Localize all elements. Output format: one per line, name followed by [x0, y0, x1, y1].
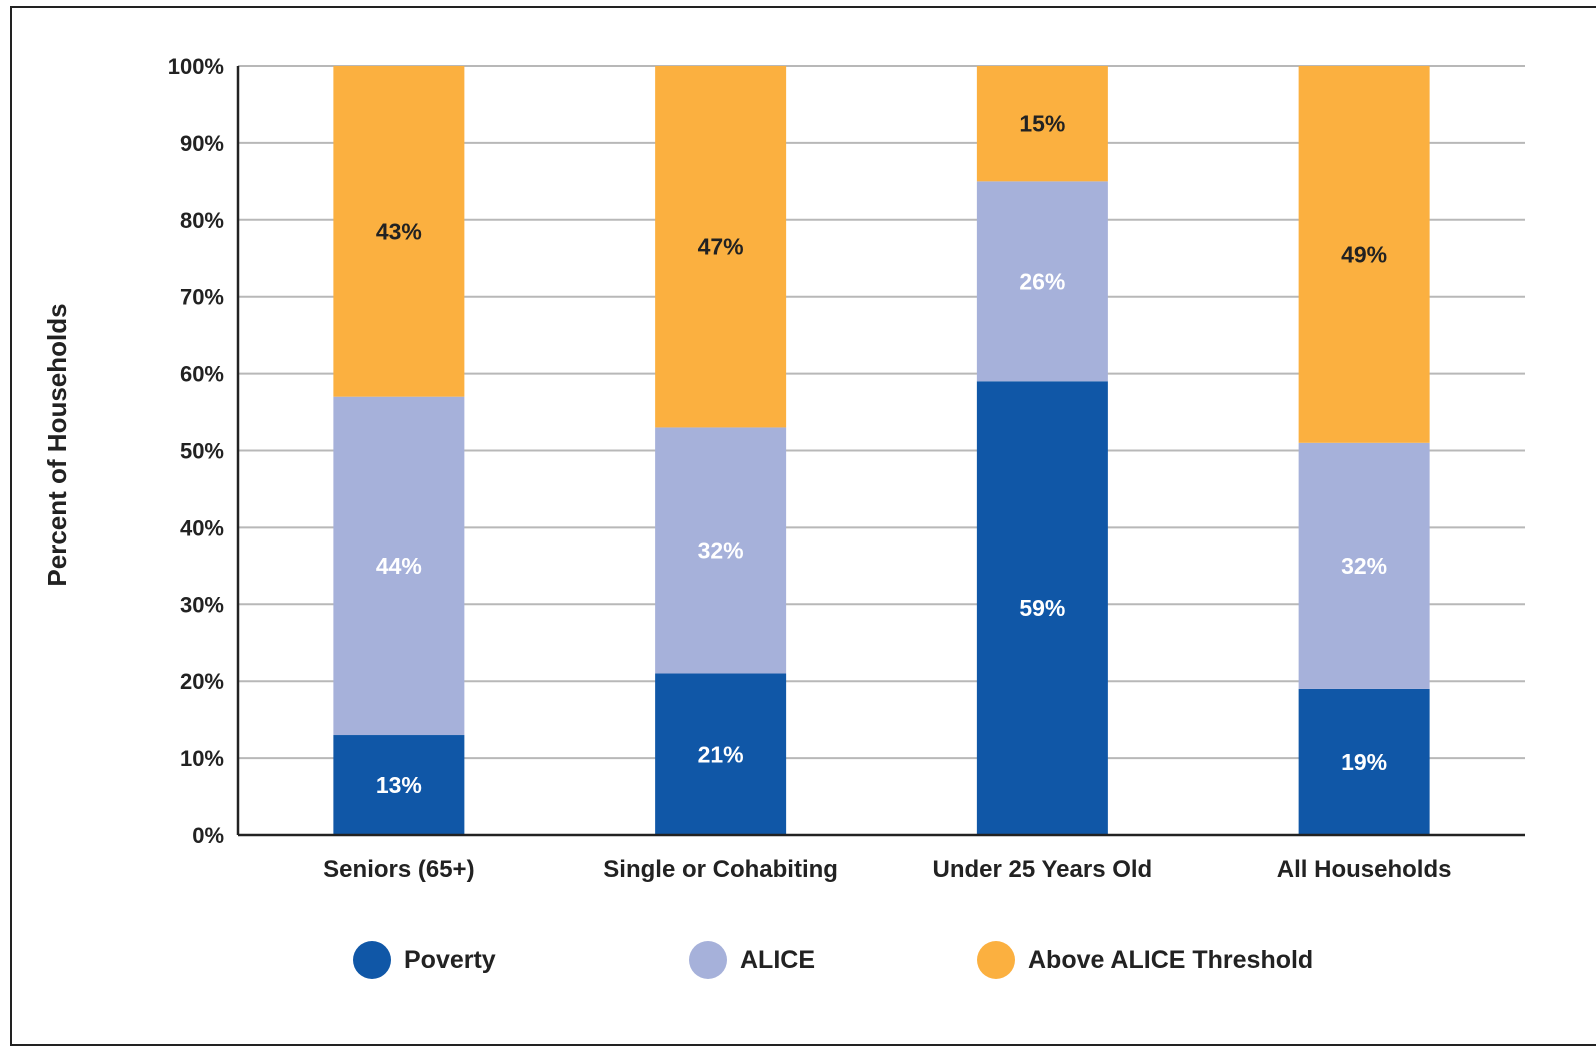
bar-segment-above-alice-threshold: [655, 66, 787, 428]
y-tick-label: 60%: [180, 362, 224, 387]
bar-segment-poverty: [655, 673, 787, 835]
x-category-label: All Households: [1277, 856, 1452, 883]
data-label: 47%: [698, 234, 744, 260]
data-label: 43%: [376, 218, 422, 244]
bar-segment-above-alice-threshold: [333, 66, 465, 397]
x-category-label: Seniors (65+): [323, 856, 474, 883]
y-tick-label: 30%: [180, 592, 224, 617]
legend-label: Poverty: [404, 946, 496, 974]
data-label: 26%: [1019, 268, 1065, 294]
x-category-label: Single or Cohabiting: [603, 856, 838, 883]
legend-swatch: [353, 941, 391, 979]
bar-segment-above-alice-threshold: [976, 66, 1108, 182]
y-tick-label: 90%: [180, 131, 224, 156]
y-tick-label: 10%: [180, 746, 224, 771]
axes: [236, 66, 1525, 837]
x-category-label: Under 25 Years Old: [933, 856, 1153, 883]
legend-label: ALICE: [740, 946, 815, 974]
bar-segment-above-alice-threshold: [1298, 66, 1430, 443]
bars: 13% 44% 43% 21% 32% 47% 59% 26% 15% 19% 32% 49%: [333, 66, 1430, 835]
legend-label: Above ALICE Threshold: [1028, 946, 1313, 974]
y-tick-label: 70%: [180, 285, 224, 310]
y-tick-label: 100%: [168, 54, 224, 79]
bar-segment-alice: [655, 427, 787, 674]
data-label: 19%: [1341, 749, 1387, 775]
legend-swatch: [977, 941, 1015, 979]
bar-segment-alice: [1298, 442, 1430, 689]
data-label: 21%: [698, 741, 744, 767]
data-label: 49%: [1341, 241, 1387, 267]
data-label: 15%: [1019, 111, 1065, 137]
bar-segment-poverty: [1298, 688, 1430, 835]
y-tick-label: 20%: [180, 669, 224, 694]
data-label: 44%: [376, 553, 422, 579]
bar-segment-alice: [333, 396, 465, 736]
data-label: 59%: [1019, 595, 1065, 621]
bar-segment-poverty: [333, 735, 465, 835]
legend-swatch: [689, 941, 727, 979]
bar-segment-poverty: [976, 381, 1108, 835]
y-axis-ticks: 0% 10% 20% 30% 40% 50% 60% 70% 80% 90% 100%: [168, 54, 224, 848]
bar-segment-alice: [976, 181, 1108, 382]
y-tick-label: 40%: [180, 515, 224, 540]
y-tick-label: 50%: [180, 439, 224, 464]
legend: Poverty ALICE Above ALICE Threshold: [353, 941, 1313, 979]
y-tick-label: 0%: [192, 823, 224, 848]
data-label: 32%: [1341, 553, 1387, 579]
x-axis-categories: Seniors (65+) Single or Cohabiting Under 2…: [323, 856, 1451, 883]
y-axis-title: Percent of Households: [42, 303, 72, 586]
data-label: 32%: [698, 537, 744, 563]
data-label: 13%: [376, 772, 422, 798]
y-tick-label: 80%: [180, 208, 224, 233]
